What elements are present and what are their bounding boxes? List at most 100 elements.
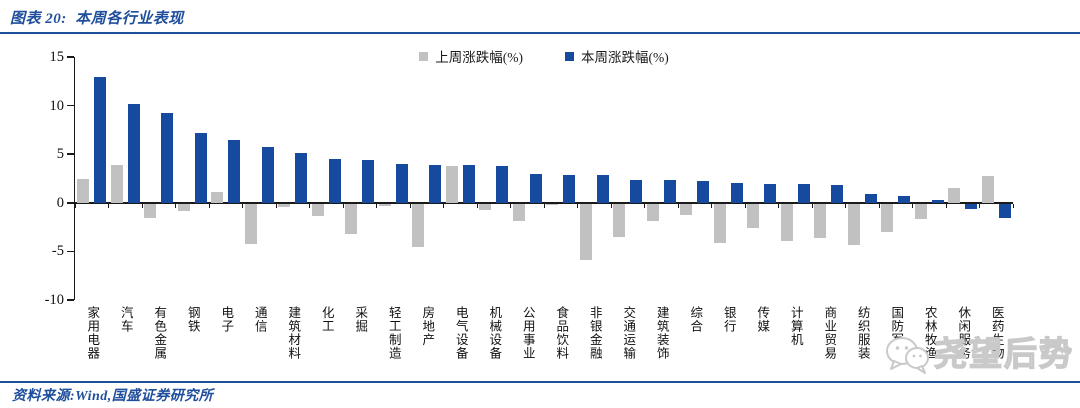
x-axis-category-label: 钢铁	[185, 306, 200, 333]
bar-last-week	[747, 203, 760, 229]
bar-last-week	[244, 203, 257, 244]
x-axis-tick	[275, 203, 277, 209]
legend-label: 上周涨跌幅(%)	[435, 50, 523, 65]
x-axis-category-label: 汽车	[118, 306, 133, 333]
bar-last-week	[546, 203, 559, 205]
x-axis-category-label: 有色金属	[152, 306, 167, 360]
x-axis-category-label: 建筑材料	[286, 306, 301, 360]
x-axis-tick	[711, 203, 713, 209]
x-axis-category-label: 轻工制造	[386, 306, 401, 360]
bar-this-week	[630, 180, 643, 203]
x-axis-tick	[912, 203, 914, 209]
x-axis-zero-line	[75, 201, 1013, 204]
x-axis-tick	[476, 203, 478, 209]
bar-this-week	[328, 159, 341, 203]
bar-this-week	[831, 185, 844, 203]
y-axis-tick-label: 5	[56, 146, 64, 163]
bar-this-week	[898, 195, 911, 203]
x-axis-tick	[845, 203, 847, 209]
x-axis-category-label: 采掘	[353, 306, 368, 333]
bar-this-week	[228, 139, 241, 203]
x-axis-tick	[677, 203, 679, 209]
bar-last-week	[881, 203, 894, 232]
x-axis-tick	[644, 203, 646, 209]
x-axis-category-label: 电气设备	[453, 306, 468, 360]
x-axis-category-label: 交通运输	[621, 306, 636, 360]
bar-last-week	[814, 203, 827, 238]
x-axis-tick	[1012, 203, 1014, 209]
bar-last-week	[948, 188, 961, 203]
x-axis-tick	[878, 203, 880, 209]
source-note: 资料来源:Wind,国盛证券研究所	[12, 389, 214, 404]
x-axis-tick	[342, 203, 344, 209]
legend-item: 上周涨跌幅(%)	[419, 46, 523, 66]
bar-this-week	[563, 174, 576, 203]
bar-last-week	[680, 203, 693, 216]
footer-rule	[0, 381, 1080, 383]
y-axis-tick	[67, 299, 74, 301]
x-axis-tick	[309, 203, 311, 209]
bar-last-week	[713, 203, 726, 243]
x-axis-tick	[443, 203, 445, 209]
bar-this-week	[295, 153, 308, 203]
x-axis-tick	[409, 203, 411, 209]
x-axis-category-label: 机械设备	[487, 306, 502, 360]
bar-last-week	[847, 203, 860, 245]
x-axis-category-label: 家用电器	[85, 306, 100, 360]
y-axis-tick-label: -10	[44, 292, 64, 308]
bar-last-week	[613, 203, 626, 237]
y-axis-tick-label: 10	[49, 97, 65, 114]
x-axis-tick	[208, 203, 210, 209]
bar-this-week	[127, 103, 140, 203]
bar-last-week	[77, 179, 90, 203]
x-axis-category-label: 食品饮料	[554, 306, 569, 360]
bar-this-week	[864, 194, 877, 203]
legend-swatch	[565, 51, 574, 61]
x-axis-category-label: 综合	[688, 306, 703, 333]
bar-last-week	[579, 203, 592, 261]
x-axis-category-label: 房地产	[420, 306, 435, 347]
x-axis-category-label: 通信	[252, 306, 267, 333]
x-axis-category-label: 电子	[219, 306, 234, 333]
bar-this-week	[462, 164, 475, 203]
legend-item: 本周涨跌幅(%)	[565, 46, 669, 66]
bar-last-week	[110, 164, 123, 203]
x-axis-tick	[376, 203, 378, 209]
y-axis-tick-label: 0	[56, 194, 64, 211]
bar-last-week	[445, 165, 458, 203]
bar-this-week	[797, 184, 810, 203]
y-axis-tick-label: 15	[49, 49, 65, 65]
y-axis-tick	[67, 153, 74, 155]
y-axis-line	[73, 57, 75, 300]
watermark-text: 尧望后势	[933, 334, 1074, 372]
x-axis-category-label: 非银金融	[587, 306, 602, 360]
bar-last-week	[914, 203, 927, 220]
x-axis-tick	[811, 203, 813, 209]
y-axis-tick	[67, 202, 74, 204]
bar-this-week	[965, 203, 978, 209]
bar-last-week	[378, 203, 391, 206]
bar-last-week	[278, 203, 291, 207]
bar-this-week	[596, 174, 609, 203]
figure-title: 图表 20: 本周各行业表现	[10, 11, 184, 27]
bar-this-week	[496, 165, 509, 203]
x-axis-category-label: 化工	[319, 306, 334, 333]
bar-last-week	[479, 203, 492, 210]
x-axis-tick	[175, 203, 177, 209]
x-axis-category-label: 商业贸易	[822, 306, 837, 360]
x-axis-tick	[74, 203, 76, 209]
x-axis-tick	[744, 203, 746, 209]
bar-last-week	[211, 192, 224, 203]
x-axis-tick	[242, 203, 244, 209]
bar-last-week	[646, 203, 659, 222]
bar-this-week	[998, 203, 1011, 219]
bar-this-week	[529, 173, 542, 203]
x-axis-category-label: 纺织服装	[855, 306, 870, 360]
x-axis-category-label: 建筑装饰	[654, 306, 669, 360]
bar-this-week	[663, 180, 676, 203]
x-axis-category-label: 休闲服务	[956, 306, 971, 360]
bar-this-week	[764, 184, 777, 203]
bar-this-week	[161, 113, 174, 203]
